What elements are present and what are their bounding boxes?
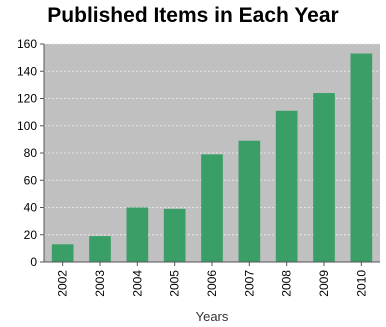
x-tick-label: 2004 (130, 270, 144, 297)
bar-2007 (238, 140, 261, 262)
bar-2008 (275, 110, 298, 262)
y-tick-label: 20 (24, 228, 38, 242)
x-tick-label: 2007 (242, 270, 256, 297)
x-tick-label: 2006 (205, 270, 219, 297)
bar-2004 (126, 207, 149, 262)
bar-2010 (350, 53, 373, 262)
bar-2003 (89, 236, 111, 262)
bar-2002 (51, 244, 74, 262)
bar-2009 (313, 93, 335, 262)
y-axis-ticks: 0 20 40 60 80 100 120 140 160 (17, 37, 44, 269)
x-tick-label: 2003 (93, 270, 107, 297)
y-tick-label: 160 (17, 37, 37, 51)
chart-title: Published Items in Each Year (47, 4, 339, 27)
bar-2005 (163, 208, 186, 262)
x-tick-label: 2009 (317, 270, 331, 297)
y-tick-label: 40 (24, 201, 38, 215)
x-tick-label: 2010 (354, 270, 368, 297)
y-tick-label: 100 (17, 119, 37, 133)
y-tick-label: 80 (24, 146, 38, 160)
x-axis-label: Years (196, 309, 229, 324)
x-tick-label: 2008 (280, 270, 294, 297)
x-tick-label: 2002 (56, 270, 70, 297)
y-tick-label: 140 (17, 64, 37, 78)
x-axis-ticks: 2002 2003 2004 2005 2006 2007 2008 2009 2010 (56, 262, 368, 297)
bar-2006 (201, 154, 223, 262)
x-tick-label: 2005 (168, 270, 182, 297)
y-tick-label: 60 (24, 173, 38, 187)
bars (51, 53, 373, 262)
y-tick-label: 0 (30, 255, 37, 269)
y-tick-label: 120 (17, 92, 37, 106)
